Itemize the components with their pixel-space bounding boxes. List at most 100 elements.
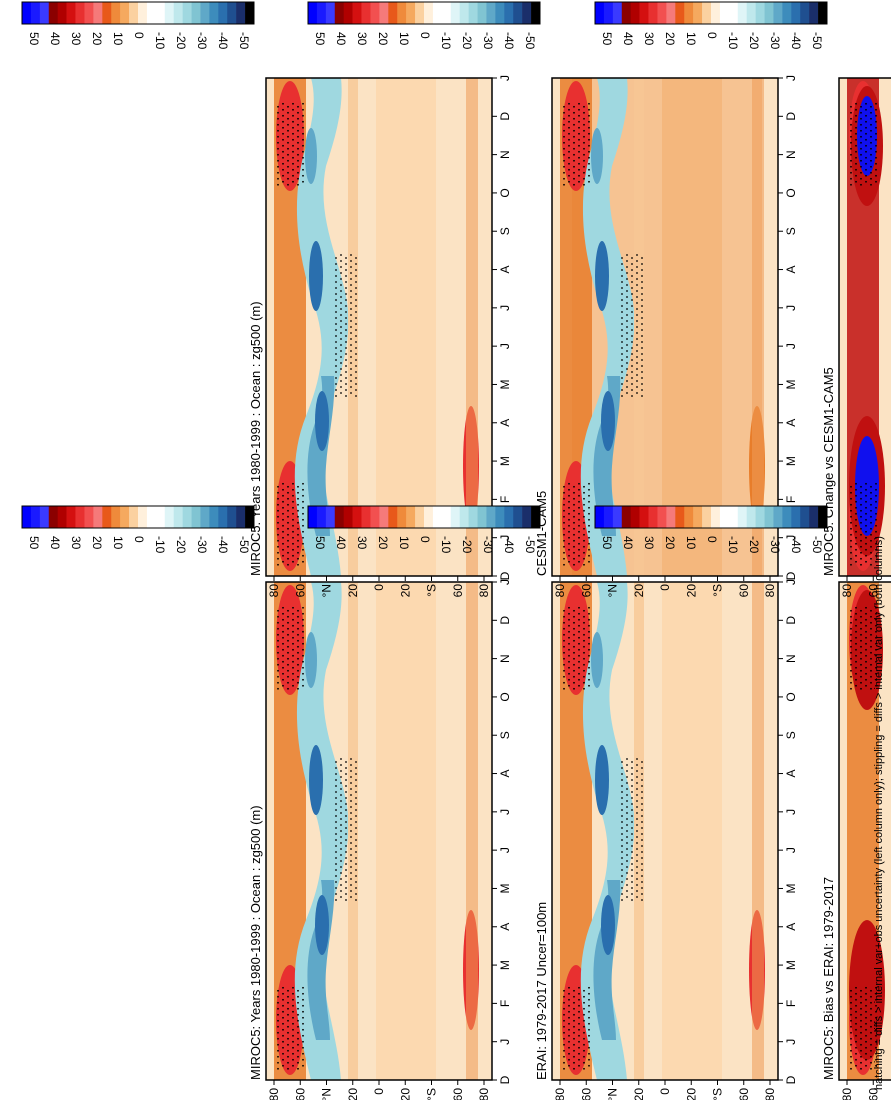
- stipple-dot: [631, 281, 633, 283]
- stipple-dot: [855, 630, 857, 633]
- stipple-dot: [631, 899, 633, 901]
- stipple-dot: [340, 254, 342, 256]
- stipple-dot: [355, 377, 357, 379]
- stipple-dot: [621, 773, 623, 775]
- stipple-dot: [850, 1007, 852, 1010]
- stipple-dot: [621, 395, 623, 397]
- colorbar-swatch: [155, 506, 166, 528]
- stipple-dot: [626, 788, 628, 790]
- stipple-dot: [287, 1061, 289, 1064]
- stipple-dot: [631, 869, 633, 871]
- stipple-dot: [631, 347, 633, 349]
- stipple-dot: [335, 377, 337, 379]
- stipple-dot: [621, 815, 623, 817]
- stipple-dot: [335, 863, 337, 865]
- stipple-dot: [855, 1040, 857, 1043]
- lat-tick-label: 20: [346, 584, 360, 598]
- stipple-dot: [282, 144, 284, 147]
- stipple-dot: [860, 141, 862, 144]
- stipple-dot: [855, 518, 857, 521]
- stipple-dot: [277, 105, 279, 108]
- stipple-dot: [865, 560, 867, 563]
- stipple-dot: [875, 536, 877, 539]
- stipple-dot: [297, 1019, 299, 1022]
- stipple-dot: [292, 548, 294, 551]
- stipple-dot: [850, 485, 852, 488]
- stipple-dot: [865, 666, 867, 669]
- month-tick-label: J: [498, 579, 512, 585]
- stipple-dot: [578, 998, 580, 1001]
- stipple-dot: [621, 269, 623, 271]
- colorbar-label-wrap: 30: [642, 32, 656, 46]
- stipple-dot: [302, 180, 304, 183]
- stipple-dot: [855, 998, 857, 1001]
- stipple-dot: [573, 557, 575, 560]
- colorbar-swatch: [746, 2, 756, 24]
- stipple-dot: [355, 851, 357, 853]
- stipple-dot: [350, 848, 352, 850]
- stipple-dot: [860, 615, 862, 618]
- stipple-dot: [297, 1055, 299, 1058]
- stipple-dot: [568, 1010, 570, 1013]
- colorbar-swatch: [120, 506, 130, 528]
- month-tick-label: O: [784, 692, 798, 701]
- colorbar-swatch: [809, 506, 819, 528]
- stipple-dot: [573, 1031, 575, 1034]
- colorbar-swatch: [245, 2, 255, 24]
- stipple-dot: [641, 353, 643, 355]
- stipple-dot: [282, 524, 284, 527]
- stippling-group: [277, 606, 357, 1070]
- stipple-dot: [302, 624, 304, 627]
- stipple-dot: [631, 797, 633, 799]
- stipple-dot: [588, 174, 590, 177]
- colorbar-swatch: [595, 506, 605, 528]
- stipple-dot: [860, 509, 862, 512]
- stipple-dot: [578, 108, 580, 111]
- stipple-dot: [277, 563, 279, 566]
- stipple-dot: [641, 881, 643, 883]
- stipple-dot: [850, 557, 852, 560]
- stipple-dot: [277, 141, 279, 144]
- stipple-dot: [302, 1004, 304, 1007]
- stipple-dot: [621, 365, 623, 367]
- jet-core: [595, 745, 609, 815]
- stipple-dot: [573, 141, 575, 144]
- stipple-dot: [578, 536, 580, 539]
- stipple-dot: [850, 563, 852, 566]
- colorbar-swatch: [432, 2, 443, 24]
- colorbar-swatch: [22, 2, 32, 24]
- stipple-dot: [641, 395, 643, 397]
- stipple-dot: [860, 557, 862, 560]
- stipple-dot: [573, 1067, 575, 1070]
- stipple-dot: [631, 893, 633, 895]
- stipple-dot: [626, 254, 628, 256]
- stipple-dot: [573, 989, 575, 992]
- stipple-dot: [860, 551, 862, 554]
- stipple-dot: [636, 338, 638, 340]
- stipple-dot: [583, 515, 585, 518]
- stipple-dot: [340, 356, 342, 358]
- stipple-dot: [860, 527, 862, 530]
- stipple-dot: [850, 105, 852, 108]
- stipple-dot: [865, 986, 867, 989]
- stipple-dot: [870, 183, 872, 186]
- stipple-dot: [583, 551, 585, 554]
- stipple-dot: [636, 392, 638, 394]
- stipple-dot: [292, 986, 294, 989]
- stipple-dot: [355, 863, 357, 865]
- jet-band-outer: [580, 78, 635, 576]
- stipple-dot: [626, 362, 628, 364]
- month-tick-label: F: [784, 1000, 798, 1007]
- stipple-dot: [860, 111, 862, 114]
- stipple-dot: [302, 102, 304, 105]
- stipple-dot: [855, 162, 857, 165]
- stipple-dot: [578, 678, 580, 681]
- colorbar-swatch: [191, 2, 201, 24]
- colorbar-frame: [307, 1, 541, 25]
- stipple-dot: [563, 545, 565, 548]
- stipple-dot: [292, 648, 294, 651]
- stipple-dot: [297, 105, 299, 108]
- stipple-dot: [355, 257, 357, 259]
- stipple-dot: [870, 497, 872, 500]
- stipple-dot: [345, 395, 347, 397]
